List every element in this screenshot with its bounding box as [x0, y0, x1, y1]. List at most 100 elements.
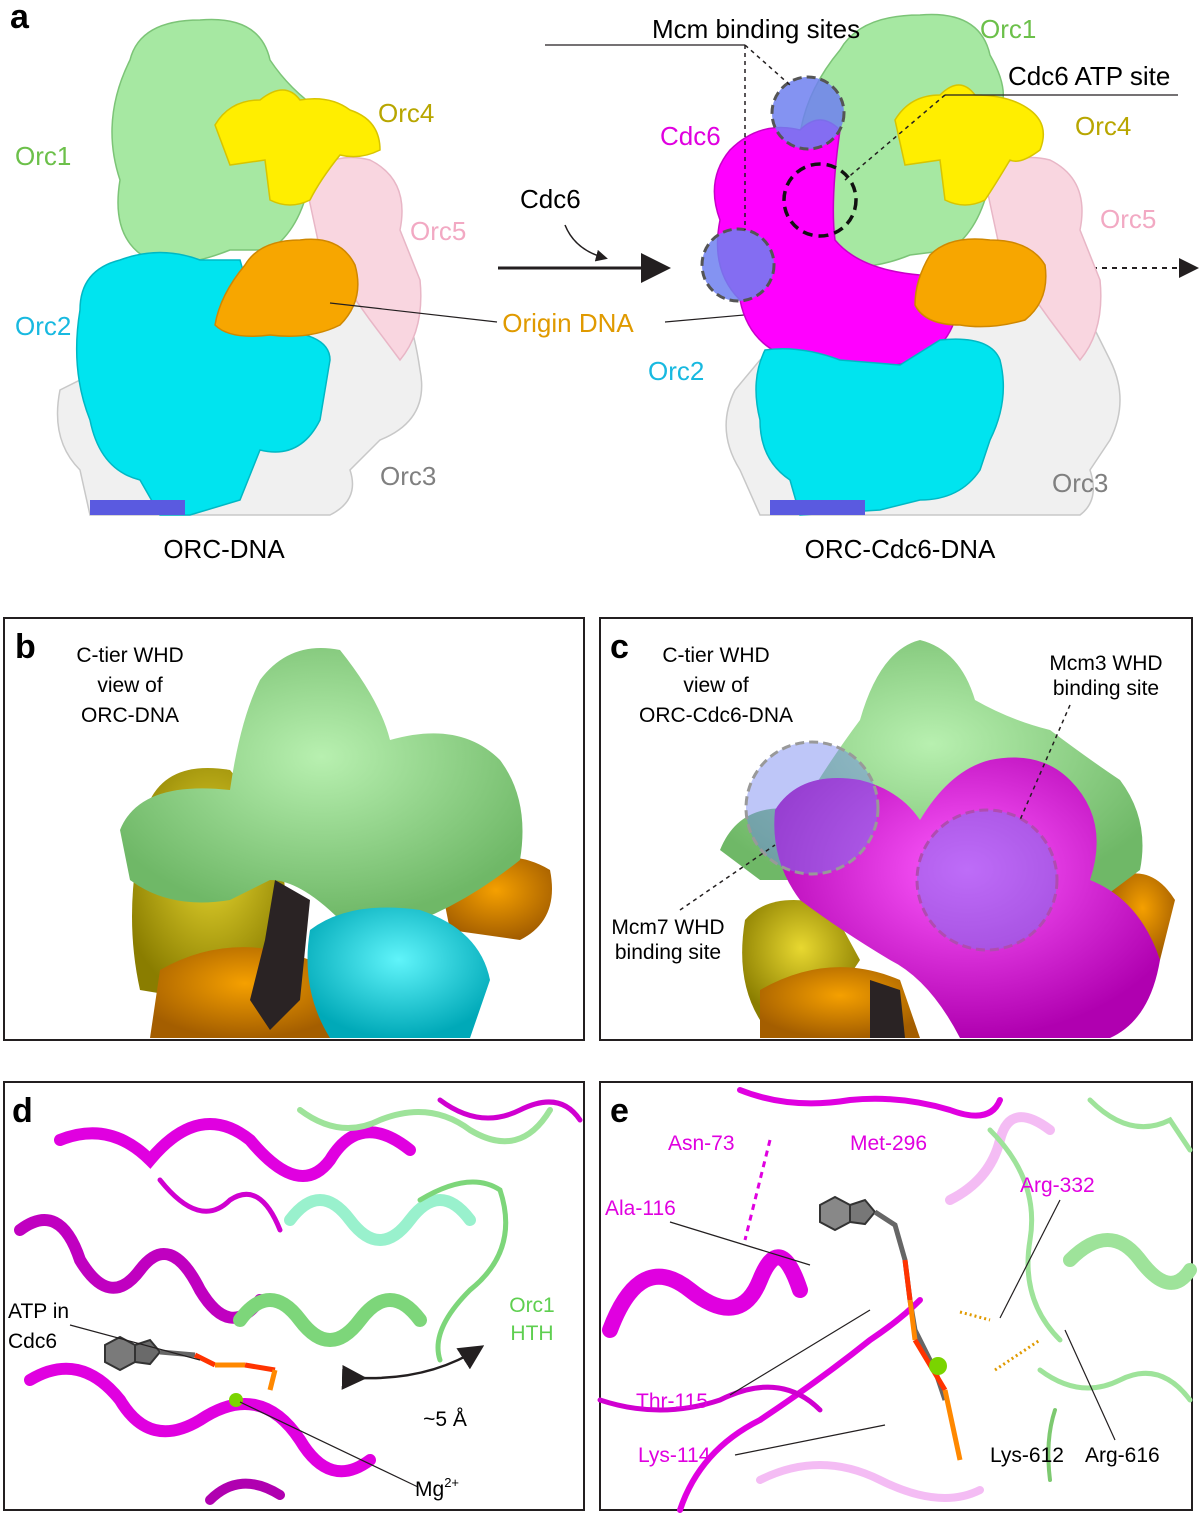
e-cdc6-loop-2: [677, 1297, 923, 1513]
arg332-leader: [999, 1199, 1061, 1319]
panel-b-title-1: C-tier WHD: [76, 644, 183, 667]
label-arg332: Arg-332: [1020, 1174, 1095, 1197]
d-orc1-helix-1: [233, 1293, 427, 1347]
label-origin-dna: Origin DNA: [502, 308, 634, 338]
orc4-surface: [214, 89, 381, 206]
panel-c-mcm7-2: binding site: [615, 941, 721, 964]
mcm3-leader: [1019, 704, 1071, 821]
label-lys612: Lys-612: [990, 1444, 1064, 1467]
label-orc2-right: Orc2: [648, 356, 704, 386]
e-orc1-helix: [1063, 1233, 1197, 1290]
e-atp-molecule: [743, 1139, 1041, 1461]
mcm-sites-leader-2: [744, 44, 791, 86]
lys114-leader: [734, 1424, 886, 1456]
label-met296: Met-296: [850, 1132, 927, 1155]
orc4-surface-right: [894, 84, 1045, 206]
label-orc5-left: Orc5: [410, 216, 466, 246]
label-orc5-right: Orc5: [1100, 204, 1156, 234]
panel-e-ribbons: [597, 1087, 1197, 1513]
orc2-surface: [75, 251, 331, 516]
label-orc1-left: Orc1: [15, 141, 71, 171]
d-cdc6-ribbon-3: [24, 1362, 376, 1478]
d-mg-ion: [229, 1393, 243, 1407]
label-orc2-left: Orc2: [15, 311, 71, 341]
label-orc3-right: Orc3: [1052, 468, 1108, 498]
orc6-bottom: [90, 500, 185, 515]
d-cdc6-ribbon-2: [14, 1214, 266, 1324]
ala116-leader: [669, 1221, 811, 1266]
panel-a-letter: a: [10, 0, 30, 36]
b-orc1-green: [120, 648, 523, 920]
mcm-site-top: [770, 75, 846, 151]
d-cdc6-ribbon-4: [205, 1478, 285, 1505]
panel-d-distance: ~5 Å: [423, 1408, 467, 1431]
label-orc4-right: Orc4: [1075, 111, 1131, 141]
e-cdc6-loop-3: [597, 1384, 823, 1413]
panel-c-mcm3-2: binding site: [1053, 677, 1159, 700]
panel-d-orc1-1: Orc1: [509, 1294, 555, 1317]
e-cdc6-faint-2: [756, 1461, 984, 1502]
label-orc1-right: Orc1: [980, 14, 1036, 44]
dna-surface: [214, 238, 359, 337]
panel-d-ribbons: [14, 1097, 583, 1505]
d-atp-leader: [69, 1324, 201, 1361]
panel-c-title-1: C-tier WHD: [662, 644, 769, 667]
panel-c-title-2: view of: [683, 674, 749, 697]
dna-surface-right: [914, 238, 1047, 328]
panel-d-letter: d: [12, 1092, 33, 1130]
thr115-leader: [729, 1309, 871, 1396]
mcm7-leader: [679, 844, 776, 911]
label-ala116: Ala-116: [605, 1197, 676, 1220]
d-orc1-helix-2: [284, 1194, 476, 1246]
label-cdc6: Cdc6: [660, 121, 721, 151]
d-cdc6-loop-1: [157, 1177, 283, 1233]
orc2-surface-right: [755, 338, 1005, 516]
label-asn73: Asn-73: [668, 1132, 735, 1155]
arrow-label-cdc6: Cdc6: [520, 184, 581, 214]
panel-c-mcm3-1: Mcm3 WHD: [1049, 652, 1162, 675]
label-orc4-left: Orc4: [378, 98, 434, 128]
e-orc1-ribbon-3: [1037, 1367, 1193, 1403]
label-lys114: Lys-114: [638, 1444, 711, 1467]
d-mg-leader: [239, 1401, 419, 1488]
orc1-surface: [111, 18, 321, 265]
atp-site-leader: [844, 94, 946, 181]
orc5-surface: [304, 156, 422, 362]
panel-b-title-2: view of: [97, 674, 163, 697]
panel-b-title-3: ORC-DNA: [81, 704, 179, 727]
e-mg-ion: [929, 1357, 947, 1375]
d-orc1-ribbon-1: [297, 1107, 553, 1145]
d-cdc6-loop-2: [437, 1097, 583, 1123]
b-orc2-cyan: [307, 907, 490, 1038]
cdc6-atp-site-circle: [782, 162, 858, 238]
origin-dna-leader-left: [329, 302, 498, 323]
panel-d-atp-2: Cdc6: [8, 1330, 57, 1353]
caption-orc-dna: ORC-DNA: [163, 534, 285, 564]
e-orc1-ribbon-2: [1087, 1097, 1193, 1153]
panel-d-orc1-2: HTH: [510, 1322, 553, 1345]
cdc6-curved-arrow: [564, 224, 608, 262]
panel-c-structure: [720, 640, 1175, 1038]
e-orc1-ribbon-1: [987, 1127, 1063, 1343]
panel-d-mg: Mg2+: [415, 1475, 459, 1501]
panel-c-mcm7-1: Mcm7 WHD: [611, 916, 724, 939]
panel-c-title-3: ORC-Cdc6-DNA: [639, 704, 793, 727]
c-dark-core: [870, 980, 905, 1038]
label-mcm-binding-sites: Mcm binding sites: [652, 14, 860, 44]
label-thr115: Thr-115: [636, 1390, 708, 1413]
panel-e-letter: e: [610, 1092, 629, 1130]
panel-d-atp-1: ATP in: [8, 1300, 69, 1323]
panel-b-structure: [120, 648, 552, 1038]
label-cdc6-atp-site: Cdc6 ATP site: [1008, 61, 1170, 91]
orc6-bottom-right: [770, 500, 865, 515]
c-mcm3-site: [915, 808, 1059, 952]
caption-orc-cdc6-dna: ORC-Cdc6-DNA: [805, 534, 996, 564]
c-cdc6-magenta: [774, 757, 1160, 1038]
e-cdc6-loop-1: [737, 1087, 1003, 1119]
mcm-site-bottom: [700, 227, 776, 303]
d-distance-arrow: [341, 1345, 485, 1390]
panel-b-letter: b: [15, 628, 36, 666]
panel-c-letter: c: [610, 628, 629, 666]
e-cdc6-helix: [602, 1249, 808, 1338]
